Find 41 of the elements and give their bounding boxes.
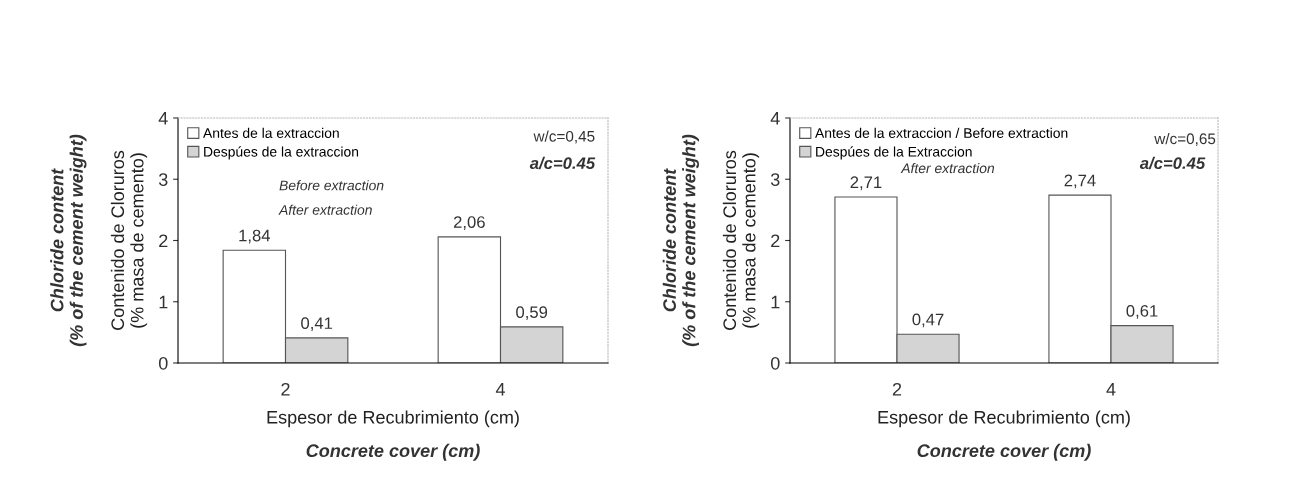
x-axis-title: Espesor de Recubrimiento (cm)	[267, 410, 519, 428]
legend-label: Despúes de la extraccion	[204, 146, 359, 160]
text: Chloride content (% of the cement weight)	[662, 134, 699, 347]
y-tick-label: 3	[770, 173, 780, 186]
x-tick-label: 4	[495, 383, 505, 396]
y-tick-label: 0	[770, 356, 780, 370]
data-label: 2,06	[453, 216, 485, 230]
y-tick-label: 2	[771, 234, 780, 248]
data-label: 1,84	[239, 229, 271, 244]
annotation: w/c=0,45	[533, 130, 595, 144]
data-label: 0,61	[1126, 304, 1158, 319]
x-tick-label: 4	[1106, 383, 1116, 396]
data-label: 2,71	[850, 176, 882, 191]
data-label: 2,74	[1064, 174, 1096, 189]
y-axis-title: Contenido de Cloruros (% masa de cemento)	[722, 150, 760, 330]
y-tick-label: 1	[771, 295, 780, 309]
data-label: 0,41	[301, 317, 333, 332]
annotation: After extraction	[278, 204, 372, 215]
legend-label: Antes de la extraccion / Before extraction	[815, 127, 1068, 138]
y-tick-label: 3	[158, 173, 168, 186]
text: Concrete cover (cm)	[306, 443, 480, 461]
y-axis-title: Contenido de Cloruros (% masa de cemento)	[110, 150, 148, 330]
y-tick-label: 4	[158, 112, 168, 125]
annotation: a/c=0.45	[529, 156, 596, 170]
x-axis-title: Espesor de Recubrimiento (cm)	[878, 410, 1130, 428]
legend-label: Antes de la extraccion	[203, 127, 339, 138]
text: Chloride content (% of the cement weight)	[50, 134, 87, 347]
annotation: After extraction	[900, 162, 995, 174]
y-tick-label: 0	[158, 356, 168, 370]
x-tick-label: 2	[281, 382, 290, 396]
y-tick-label: 2	[159, 234, 168, 248]
y-tick-label: 4	[770, 112, 780, 125]
legend-label: Despúes de la Extraccion	[816, 146, 972, 160]
x-tick-label: 2	[892, 382, 902, 396]
annotation: a/c=0.45	[1139, 156, 1206, 170]
annotation: w/c=0,65	[1154, 132, 1216, 146]
text: Concrete cover (cm)	[917, 443, 1091, 461]
data-label: 0,59	[516, 306, 548, 320]
y-tick-label: 1	[159, 295, 168, 309]
annotation: Before extraction	[279, 180, 384, 191]
data-label: 0,47	[912, 313, 944, 328]
